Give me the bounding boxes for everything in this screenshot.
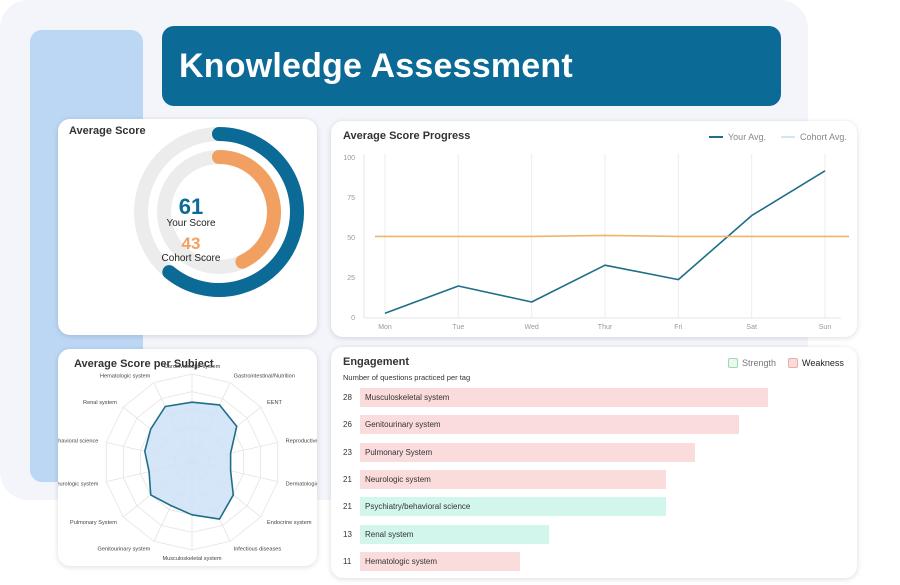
engagement-bar-strength[interactable]: Renal system xyxy=(360,524,550,544)
engagement-row[interactable]: 21 Neurologic system xyxy=(343,469,666,489)
your-score-value: 61 xyxy=(179,194,203,219)
x-tick-label: Fri xyxy=(674,324,683,331)
legend-your-avg-label: Your Avg. xyxy=(728,132,767,142)
average-score-card: Average Score 61 Your Score 43 Cohort Sc… xyxy=(58,119,317,335)
radar-axis-label: Hematologic system xyxy=(100,374,151,380)
engagement-title: Engagement xyxy=(343,356,410,368)
engagement-count: 26 xyxy=(343,420,352,430)
cohort-score-value: 43 xyxy=(182,234,201,253)
y-tick-label: 25 xyxy=(347,275,355,282)
x-tick-label: Sat xyxy=(746,324,757,331)
radar-axis-label: EENT xyxy=(267,400,283,406)
x-tick-label: Tue xyxy=(452,324,464,331)
engagement-bar-strength[interactable]: Psychiatry/behavioral science xyxy=(360,497,666,517)
radar-axis-label: Pulmonary System xyxy=(70,520,117,526)
engagement-row[interactable]: 13 Renal system xyxy=(343,524,550,544)
score-donut: 61 Your Score 43 Cohort Score xyxy=(134,127,304,297)
engagement-bar-weakness[interactable]: Genitourinary system xyxy=(360,415,739,435)
radar-axis-label: Neurologic system xyxy=(58,481,99,487)
radar-axis-label: Gastrointestinal/Nutrition xyxy=(234,374,295,380)
radar-axis-label: Renal system xyxy=(83,400,117,406)
radar-axis-label: Dermatologic system xyxy=(286,481,317,487)
y-tick-label: 100 xyxy=(343,155,355,162)
your-score-arc xyxy=(162,127,304,297)
engagement-card: Engagement Number of questions practiced… xyxy=(331,347,857,578)
legend-weakness[interactable]: Weakness xyxy=(788,358,844,368)
legend-cohort-avg-label: Cohort Avg. xyxy=(800,132,847,142)
subject-score-card: Average Score per Subject Cardiovascular… xyxy=(58,349,317,566)
engagement-row[interactable]: 23 Pulmonary System xyxy=(343,442,696,462)
legend-strength[interactable]: Strength xyxy=(728,358,776,368)
score-progress-chart: Mon Tue Wed Thur Fri Sat Sun 0 25 50 75 100 xyxy=(343,154,849,331)
y-tick-label: 50 xyxy=(347,235,355,242)
legend-strength-label: Strength xyxy=(742,358,777,368)
cohort-score-label: Cohort Score xyxy=(162,253,221,264)
radar-axis-label: Psychiatry/behavioral science xyxy=(58,439,98,445)
radar-axis-label: Musculoskeletal system xyxy=(162,556,221,562)
your-avg-line xyxy=(384,170,826,314)
average-score-title: Average Score xyxy=(69,125,146,137)
x-tick-label: Thur xyxy=(598,324,613,331)
your-score-label: Your Score xyxy=(166,218,216,229)
engagement-count: 11 xyxy=(343,556,352,566)
page-header-banner: Knowledge Assessment xyxy=(162,26,781,106)
legend-cohort-avg-swatch xyxy=(781,136,795,138)
legend-strength-swatch xyxy=(728,358,738,368)
engagement-row[interactable]: 11 Hematologic system xyxy=(343,551,521,571)
cohort-score-arc xyxy=(212,150,281,269)
page-title: Knowledge Assessment xyxy=(179,46,573,85)
engagement-subtitle: Number of questions practiced per tag xyxy=(343,373,471,382)
engagement-row[interactable]: 28 Musculoskeletal system xyxy=(343,388,768,407)
legend-weakness-label: Weakness xyxy=(802,358,844,368)
legend-weakness-swatch xyxy=(788,358,798,368)
x-tick-label: Sun xyxy=(819,324,832,331)
subject-score-title: Average Score per Subject xyxy=(74,358,214,370)
x-tick-label: Wed xyxy=(525,324,539,331)
legend-cohort-avg: Cohort Avg. xyxy=(781,132,847,142)
engagement-bar-weakness[interactable]: Hematologic system xyxy=(360,551,521,571)
engagement-bar-weakness[interactable]: Musculoskeletal system xyxy=(360,388,768,407)
cohort-avg-line xyxy=(375,234,849,238)
x-tick-label: Mon xyxy=(378,324,392,331)
radar-axis-label: Infectious diseases xyxy=(234,546,282,552)
engagement-row[interactable]: 26 Genitourinary system xyxy=(343,415,739,435)
score-progress-card: Average Score Progress Your Avg. Cohort … xyxy=(331,121,857,337)
y-tick-label: 75 xyxy=(347,195,355,202)
engagement-count: 23 xyxy=(343,447,352,457)
legend-your-avg: Your Avg. xyxy=(709,132,766,142)
engagement-bar-weakness[interactable]: Neurologic system xyxy=(360,469,666,489)
engagement-bar-weakness[interactable]: Pulmonary System xyxy=(360,442,696,462)
radar-axis-label: Cardiovascular system xyxy=(164,364,221,370)
engagement-count: 21 xyxy=(343,502,352,512)
engagement-row[interactable]: 21 Psychiatry/behavioral science xyxy=(343,497,666,517)
legend-your-avg-swatch xyxy=(709,136,723,138)
engagement-count: 13 xyxy=(343,529,352,539)
score-progress-title: Average Score Progress xyxy=(343,130,471,142)
engagement-count: 21 xyxy=(343,474,352,484)
radar-axis-label: Genitourinary system xyxy=(97,546,150,552)
engagement-count: 28 xyxy=(343,393,352,402)
radar-axis-label: Reproductive system xyxy=(286,439,317,445)
y-tick-label: 0 xyxy=(351,315,355,322)
subject-radar-chart: Cardiovascular system Gastrointestinal/Nu… xyxy=(58,364,317,562)
radar-score-area xyxy=(144,401,238,520)
radar-axis-label: Endocrine system xyxy=(267,520,312,526)
